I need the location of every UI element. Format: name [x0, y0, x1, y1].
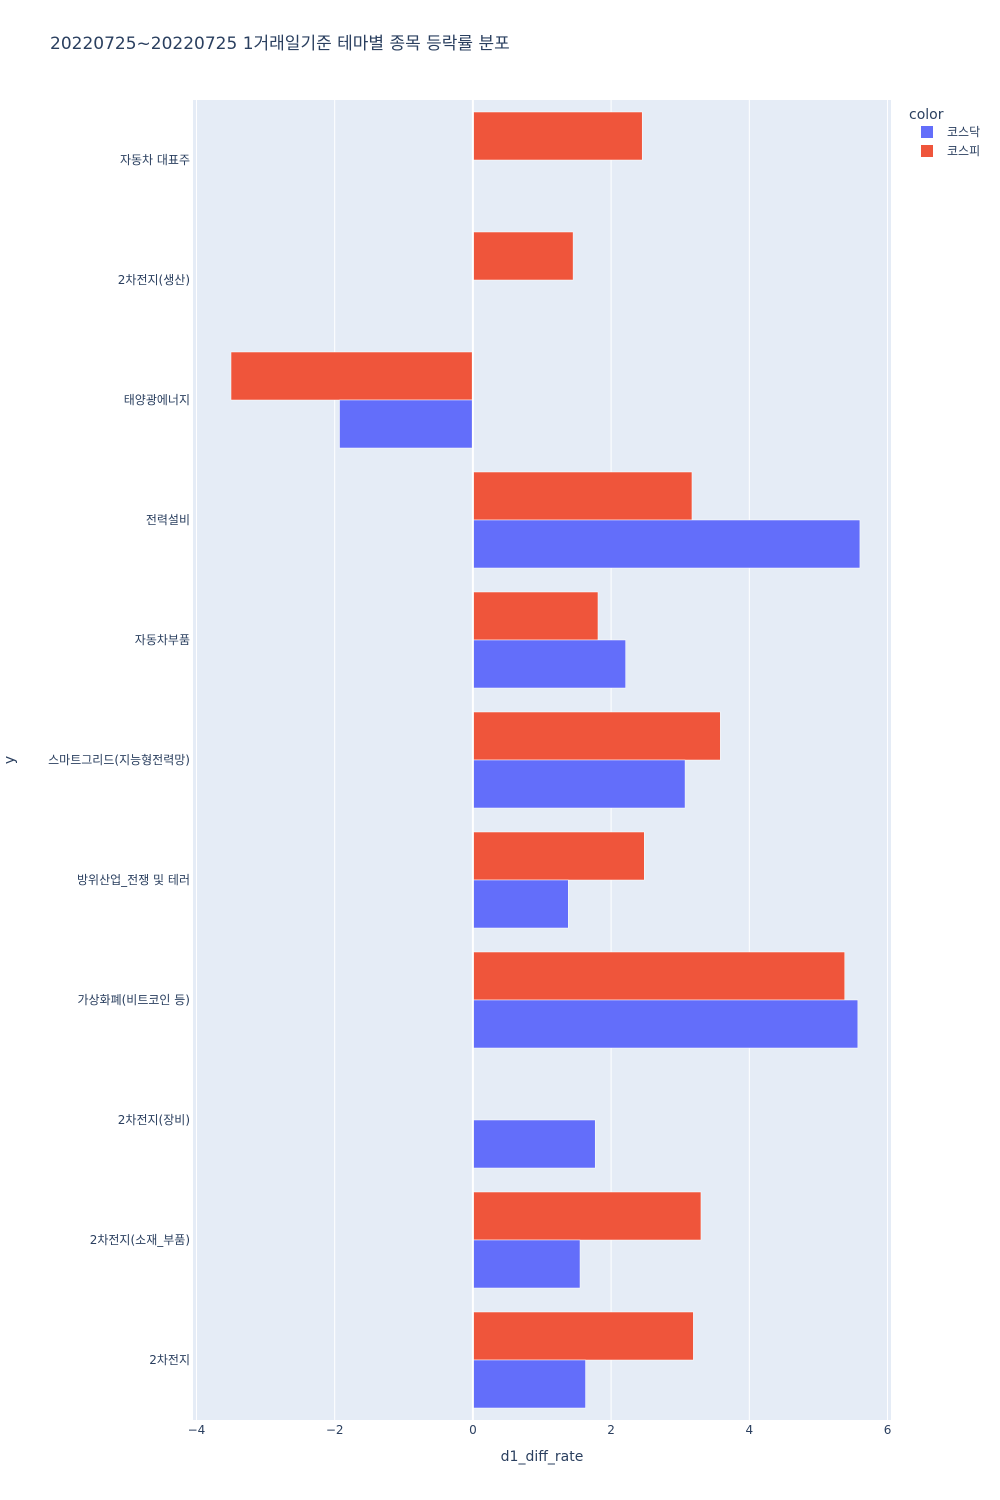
bar-kospi[interactable] — [230, 351, 474, 401]
bar-kospi[interactable] — [472, 1191, 702, 1241]
bar-kospi[interactable] — [472, 711, 721, 761]
y-tick-label: 전력설비 — [146, 513, 190, 527]
y-tick-label: 가상화폐(비트코인 등) — [77, 993, 190, 1007]
x-tick-label: 4 — [746, 1423, 754, 1437]
bar-kosdaq[interactable] — [472, 999, 859, 1049]
x-tick-label: 0 — [469, 1423, 477, 1437]
bar-kospi[interactable] — [472, 231, 574, 281]
bar-kosdaq[interactable] — [472, 519, 861, 569]
y-tick-label: 2차전지(소재_부품) — [90, 1233, 190, 1247]
legend-swatch[interactable] — [921, 145, 933, 157]
chart-title: 20220725~20220725 1거래일기준 테마별 종목 등락률 분포 — [50, 34, 510, 54]
bars — [230, 111, 861, 1409]
y-tick-label: 태양광에너지 — [124, 393, 190, 407]
y-tick-label: 자동차 대표주 — [120, 153, 190, 167]
y-axis-title: y — [2, 756, 18, 764]
x-tick-label: 2 — [607, 1423, 615, 1437]
bar-kospi[interactable] — [472, 831, 645, 881]
bar-kospi[interactable] — [472, 471, 693, 521]
bar-kosdaq[interactable] — [339, 399, 474, 449]
legend-swatch[interactable] — [921, 126, 933, 138]
legend-label[interactable]: 코스피 — [947, 144, 980, 158]
x-tick-labels: −4 −2 0 2 4 6 — [188, 1423, 892, 1437]
y-tick-label: 2차전지 — [149, 1353, 190, 1367]
legend-label[interactable]: 코스닥 — [947, 125, 980, 139]
bar-kosdaq[interactable] — [472, 879, 569, 929]
bar-kospi[interactable] — [472, 951, 845, 1001]
bar-kosdaq[interactable] — [472, 759, 686, 809]
y-tick-label: 자동차부품 — [135, 633, 190, 647]
bar-kosdaq[interactable] — [472, 1239, 581, 1289]
bar-kosdaq[interactable] — [472, 639, 626, 689]
y-tick-labels: 자동차 대표주 2차전지(생산) 태양광에너지전력설비자동차부품스마트그리드(지능형… — [48, 153, 190, 1367]
y-tick-label: 스마트그리드(지능형전력망) — [48, 753, 190, 767]
x-tick-label: −2 — [326, 1423, 344, 1437]
bar-kospi[interactable] — [472, 111, 643, 161]
x-tick-label: 6 — [884, 1423, 892, 1437]
bar-kospi[interactable] — [472, 1311, 694, 1361]
y-tick-label: 2차전지(생산) — [118, 273, 190, 287]
bar-kospi[interactable] — [472, 591, 599, 641]
bar-kosdaq[interactable] — [472, 1359, 586, 1409]
bar-kosdaq[interactable] — [472, 1119, 596, 1169]
y-tick-label: 방위산업_전쟁 및 테러 — [77, 873, 190, 887]
y-tick-label: 2차전지(장비) — [118, 1113, 190, 1127]
legend-title: color — [909, 107, 944, 123]
x-tick-label: −4 — [188, 1423, 206, 1437]
x-axis-title: d1_diff_rate — [501, 1449, 584, 1465]
